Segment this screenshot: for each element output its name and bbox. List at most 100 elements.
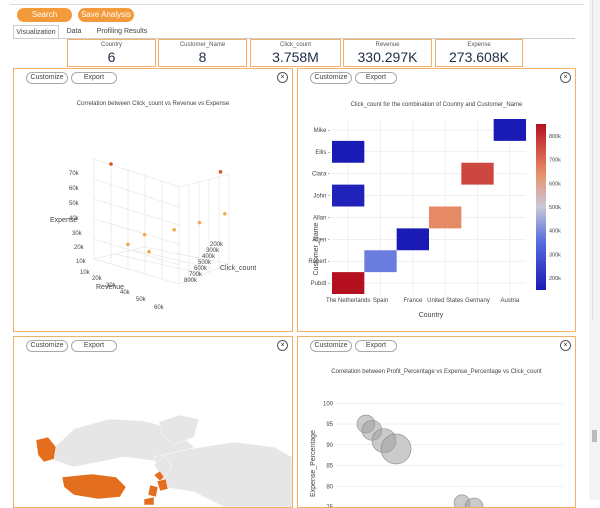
y-tick-label: John - [313,194,330,200]
kpi-value: 273.608K [449,49,509,65]
x-tick: 10k [80,270,91,276]
kpi-label: Customer_Name [179,42,226,48]
colorbar-tick: 400k [549,229,561,235]
customize-button[interactable]: Customize [26,72,68,84]
scatter-point[interactable] [147,249,151,254]
y-tick: 500k [198,260,212,266]
panel-title: Click_count for the combination of Count… [350,102,523,108]
x-axis-label: Revenue [96,284,124,291]
heatmap-cell[interactable] [364,250,397,273]
y-tick-label: 85 [326,464,333,470]
scatter-point[interactable] [142,232,147,237]
customize-button[interactable]: Customize [310,340,352,352]
kpi-label: Expense [467,42,491,48]
y-tick: 800k [184,278,198,284]
kpi-value: 6 [107,49,116,65]
heatmap-cell[interactable] [332,140,365,163]
kpi-revenue: Revenue 330.297K [343,39,432,67]
x-axis-label: Country [419,312,444,319]
bubble-point[interactable] [380,433,412,465]
y-tick-label: Mike - [314,128,330,134]
z-tick: 60k [69,186,80,192]
kpi-label: Country [100,42,122,48]
kpi-label: Revenue [375,42,400,48]
x-tick: 50k [136,297,147,303]
customize-button[interactable]: Customize [310,72,352,84]
map-netherlands [153,470,165,482]
map-spain-austria [143,496,155,506]
z-axis-label: Expense [50,217,77,224]
kpi-customer-name: Customer_Name 8 [158,39,247,67]
page-scrollbar[interactable] [589,0,600,500]
scatter-point[interactable] [126,242,130,247]
y-tick: 400k [202,254,216,260]
kpi-value: 330.297K [357,49,418,65]
y-tick-label: Arjen - [312,237,330,243]
y-tick-label: Clara - [312,172,330,178]
panel-heatmap: Customize Export × Click_count for the c… [297,68,576,332]
export-button[interactable]: Export [71,340,117,352]
x-tick-label: Spain [373,298,388,304]
tab-visualization[interactable]: Visualization [13,25,59,39]
tab-profiling-results[interactable]: Profiling Results [96,28,148,35]
x-tick-label: Germany [465,298,490,304]
tab-data[interactable]: Data [66,28,82,35]
scatter-point[interactable] [172,227,176,232]
x-tick: 30k [106,283,117,289]
heatmap-cell[interactable] [429,206,462,229]
customize-button[interactable]: Customize [26,340,68,352]
kpi-click-count: Click_count 3.758M [250,39,341,67]
close-icon[interactable]: × [277,72,288,83]
map-land-eurasia [153,441,292,507]
y-tick: 200k [210,242,224,248]
world-map [35,414,292,507]
search-button[interactable]: Search [17,8,72,22]
map-land-greenland [158,414,200,446]
save-analysis-button[interactable]: Save Analysis [78,8,134,22]
colorbar-tick: 800k [549,134,561,140]
y-axis-label: Expense_Percentage [310,430,317,497]
scatter-point[interactable] [223,211,227,216]
panel-map: Customize Export × [13,336,293,508]
y-tick-label: 95 [326,422,333,428]
scrollbar-thumb[interactable] [592,430,597,442]
colorbar-tick: 600k [549,181,561,187]
z-tick: 10k [76,259,87,265]
y-axis-label: Click_count [220,265,256,272]
tab-underline [13,38,575,39]
kpi-country: Country 6 [67,39,156,67]
scrollbar-divider [592,0,593,320]
heatmap-cell[interactable] [461,162,494,185]
panel-bubble: Customize Export × Correlation between P… [297,336,576,508]
z-tick: 50k [69,201,80,207]
colorbar-tick: 700k [549,158,561,164]
heatmap-cell[interactable] [493,119,526,141]
y-tick: 300k [206,248,220,254]
panel-title: Correlation between Profit_Percentage vs… [331,369,542,375]
close-icon[interactable]: × [560,340,571,351]
close-icon[interactable]: × [560,72,571,83]
export-button[interactable]: Export [355,72,397,84]
z-tick: 70k [69,171,80,177]
y-tick-label: 80 [326,484,333,490]
close-icon[interactable]: × [277,340,288,351]
scatter-point[interactable] [109,162,113,166]
scatter-point[interactable] [197,220,202,225]
y-tick-label: Pubdt - [311,281,330,287]
y-axis-label: Customer_Name [313,222,320,275]
heatmap-cell[interactable] [396,228,429,251]
scatter-point[interactable] [218,170,223,174]
panel-scatter3d: Customize Export × Correlation between C… [13,68,293,332]
y-tick-label: 100 [323,401,334,407]
colorbar-tick: 300k [549,252,561,258]
heatmap-plot: Mike - Ellis - Clara - John - Allan - Arjen -… [308,119,561,319]
heatmap-cell[interactable] [332,184,365,207]
export-button[interactable]: Export [71,72,117,84]
kpi-value: 3.758M [272,49,319,65]
heatmap-cell[interactable] [332,272,365,294]
export-button[interactable]: Export [355,340,397,352]
y-tick-label: Robert - [308,259,330,265]
x-tick: 60k [154,305,165,311]
x-tick: 40k [120,290,131,296]
kpi-label: Click_count [279,42,311,48]
